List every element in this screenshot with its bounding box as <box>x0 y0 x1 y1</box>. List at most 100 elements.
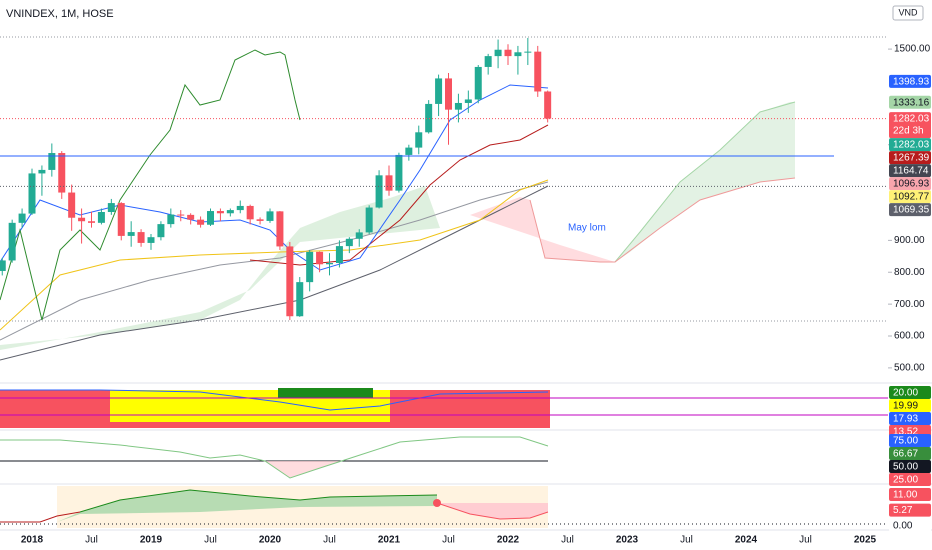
x-tick-label: Jul <box>323 535 336 546</box>
candle-body <box>514 52 522 57</box>
x-tick-label: 2021 <box>378 535 401 546</box>
candle-body <box>97 211 105 223</box>
price-tag <box>889 399 931 412</box>
price-tag-label: 19.99 <box>893 401 918 412</box>
candle-body <box>28 173 36 214</box>
candle-body <box>246 205 254 220</box>
candle-body <box>68 192 76 218</box>
y-tick-label: 800.00 <box>894 267 925 278</box>
candle-body <box>187 214 195 220</box>
candle-body <box>335 246 343 264</box>
price-tag <box>889 74 931 88</box>
x-tick-label: 2019 <box>140 535 163 546</box>
price-tag <box>889 412 931 425</box>
candle-body <box>435 78 443 104</box>
candle-body <box>405 147 413 155</box>
price-tag-label: 0.00 <box>893 520 913 531</box>
x-tick-label: Jul <box>204 535 217 546</box>
candle-body <box>48 153 56 170</box>
price-tag-countdown: 22d 3h <box>893 126 924 137</box>
y-tick-label: 700.00 <box>894 299 925 310</box>
candle-body <box>117 203 125 236</box>
x-tick-label: 2022 <box>497 535 520 546</box>
price-tag <box>889 434 931 447</box>
price-tag-label: 1398.93 <box>893 76 930 87</box>
candle-body <box>524 51 532 53</box>
price-tag-label: 75.00 <box>893 436 918 447</box>
candle-body <box>58 153 66 193</box>
candle-body <box>78 217 86 222</box>
pane-1-indicator <box>0 388 888 428</box>
candle-body <box>127 232 135 236</box>
y-tick-label: 1500.00 <box>894 44 931 55</box>
price-tag-label: 25.00 <box>893 475 918 486</box>
candle-body <box>474 66 482 100</box>
candle-body <box>88 221 95 223</box>
candle-body <box>454 102 462 110</box>
candle-body <box>415 132 423 148</box>
x-tick-label: 2024 <box>735 535 758 546</box>
candle-body <box>504 49 512 57</box>
candle-body <box>296 282 304 317</box>
price-tag <box>889 518 931 532</box>
price-tag-label: 1282.03 <box>893 114 930 125</box>
price-tag-label: 50.00 <box>893 462 918 473</box>
candle-body <box>316 251 324 265</box>
price-tag <box>889 473 931 486</box>
price-tag <box>889 503 931 517</box>
y-tick-label: 900.00 <box>894 235 925 246</box>
candle-body <box>137 232 145 243</box>
price-tag-label: 1092.77 <box>893 192 930 203</box>
price-tag <box>889 112 931 139</box>
candle-body <box>286 246 294 317</box>
x-tick-label: Jul <box>799 535 812 546</box>
candle-body <box>8 222 16 261</box>
candle-body <box>167 214 175 225</box>
price-tag-label: 1282.03 <box>893 140 930 151</box>
x-tick-label: 2023 <box>616 535 639 546</box>
candle-body <box>494 49 502 57</box>
candle-body <box>216 211 224 214</box>
candle-body <box>38 169 46 174</box>
candle-body <box>544 91 552 119</box>
x-tick-label: Jul <box>680 535 693 546</box>
price-tag <box>889 138 931 152</box>
price-tag-label: 17.93 <box>893 414 918 425</box>
price-tag <box>889 177 931 191</box>
price-tag-label: 1164.74 <box>893 166 929 177</box>
candle-body <box>236 205 244 211</box>
price-tag <box>889 151 931 165</box>
currency: VND <box>898 7 918 17</box>
price-tag-label: 5.27 <box>893 505 913 516</box>
x-tick-label: 2018 <box>21 535 44 546</box>
y-tick-label: 600.00 <box>894 331 925 342</box>
candle-body <box>534 51 542 92</box>
candle-body <box>226 210 234 214</box>
candle-body <box>425 103 433 133</box>
price-tag-label: 66.67 <box>893 449 918 460</box>
candle-body <box>207 211 214 225</box>
x-tick-label: Jul <box>85 535 98 546</box>
x-tick-label: Jul <box>561 535 574 546</box>
x-tick-label: Jul <box>442 535 455 546</box>
candle-body <box>385 175 393 191</box>
candle-body <box>157 224 165 238</box>
price-tag-label: 1096.93 <box>893 179 930 190</box>
price-tag-label: 20.00 <box>893 388 918 399</box>
price-tag <box>889 164 931 178</box>
price-tag <box>889 447 931 460</box>
moving-averages <box>0 49 549 361</box>
candle-body <box>197 219 205 225</box>
pane-2-indicator <box>0 436 549 479</box>
candle-body <box>306 251 314 283</box>
price-tag <box>889 95 931 109</box>
candle-body <box>18 213 26 223</box>
candle-body <box>107 203 115 212</box>
annotation: May lom <box>568 223 606 234</box>
chart-title: VNINDEX, 1M, HOSE <box>6 8 114 20</box>
candle-body <box>256 219 264 221</box>
price-tag <box>889 460 931 473</box>
